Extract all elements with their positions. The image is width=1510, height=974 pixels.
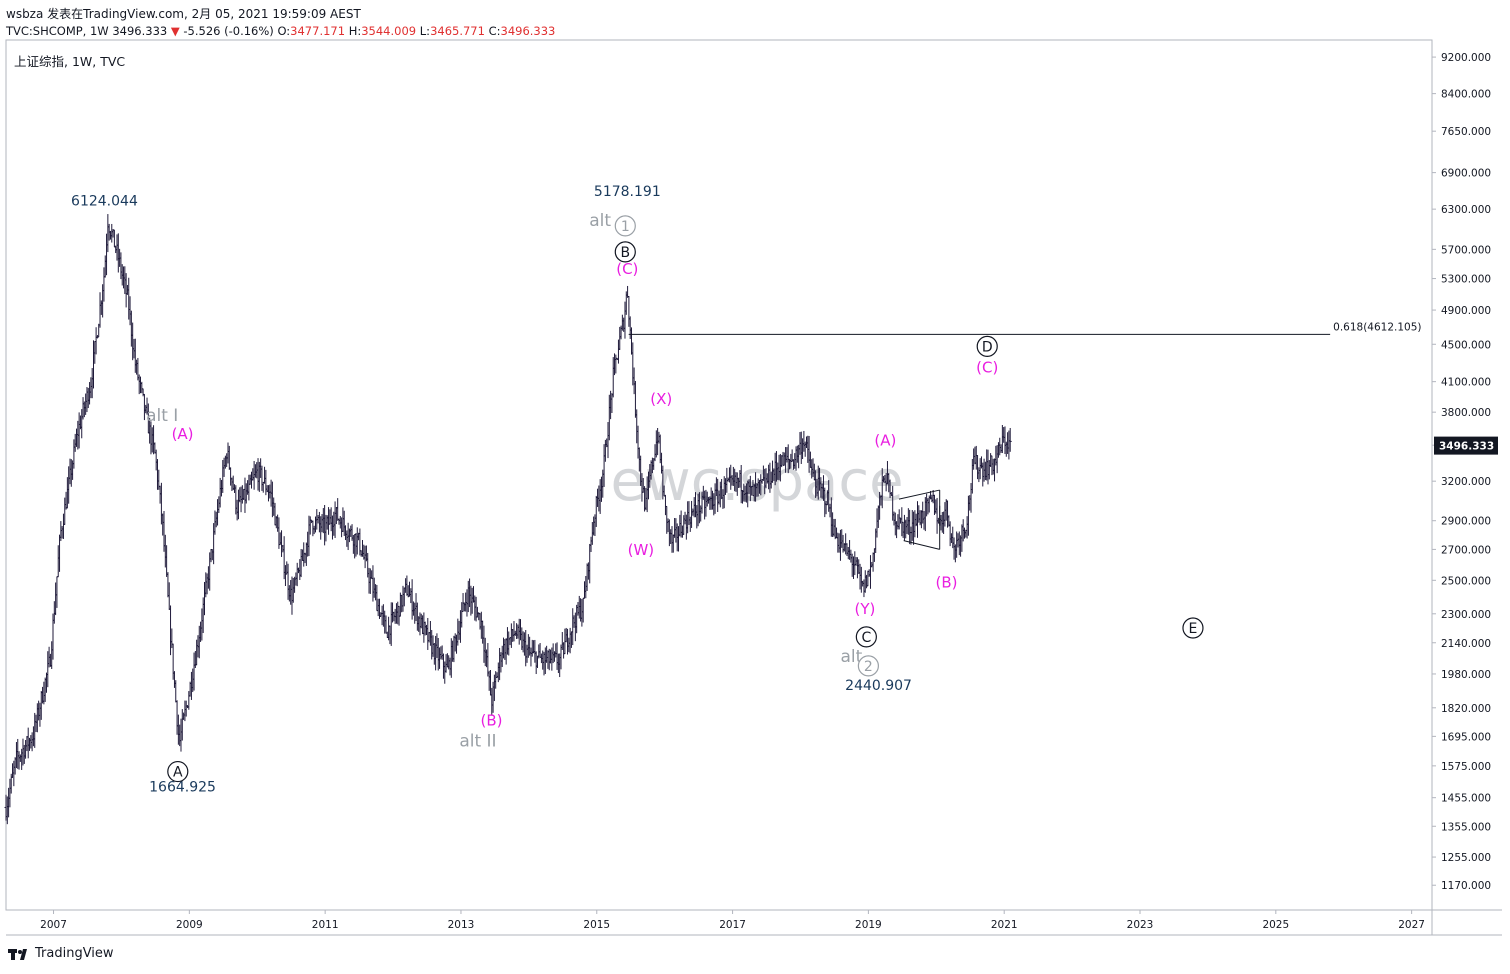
wave-label: (C) — [616, 260, 638, 278]
ohlc-line: TVC:SHCOMP, 1W 3496.333 ▼ -5.526 (-0.16%… — [6, 24, 555, 38]
wave-label: (B) — [481, 711, 503, 729]
y-tick-label: 7650.000 — [1441, 126, 1491, 138]
y-tick-label: 4500.000 — [1441, 339, 1491, 351]
y-tick-label: 2500.000 — [1441, 575, 1491, 587]
y-tick-label: 5700.000 — [1441, 244, 1491, 256]
time-axis[interactable]: 2007 2009 2011 2013 2015 2017 2019 2021 2023 2025… — [40, 910, 1425, 931]
price-bars — [4, 214, 1012, 825]
wave-circle-label: D — [982, 339, 993, 355]
wave-label: (W) — [628, 541, 655, 559]
high-value: 3544.009 — [361, 24, 417, 38]
x-tick-label: 2007 — [40, 919, 67, 931]
down-arrow-icon: ▼ — [170, 24, 180, 38]
wave-circle-1 — [614, 215, 636, 237]
x-tick-label: 2015 — [583, 919, 610, 931]
triangle-lower-line[interactable] — [903, 540, 940, 550]
watermark: ewc.space — [610, 449, 903, 514]
wave-label: (Y) — [855, 600, 876, 618]
wave-label: 6124.044 — [71, 194, 138, 210]
y-tick-label: 8400.000 — [1441, 89, 1491, 101]
close-label: C: — [488, 24, 501, 38]
x-tick-label: 2013 — [448, 919, 475, 931]
last-price-label: 3496.333 — [1439, 441, 1494, 453]
x-tick-label: 2021 — [991, 919, 1018, 931]
wave-circle-A — [167, 760, 189, 783]
wave-circle-label: 1 — [621, 219, 630, 235]
open-label: O: — [277, 24, 291, 38]
wave-label: alt II — [459, 731, 496, 751]
wave-circle-D — [976, 335, 998, 357]
tradingview-footer[interactable]: TradingView — [8, 946, 114, 961]
wave-label: (X) — [650, 390, 672, 408]
fib-618-label: 0.618(4612.105) — [1333, 321, 1421, 333]
y-tick-label: 1170.000 — [1441, 880, 1491, 892]
y-tick-label: 3200.000 — [1441, 476, 1491, 488]
y-tick-label: 2300.000 — [1441, 609, 1491, 621]
y-tick-label: 6900.000 — [1441, 168, 1491, 180]
y-tick-label: 1455.000 — [1441, 793, 1491, 805]
wave-label: 2440.907 — [845, 678, 912, 694]
wave-label: alt — [841, 647, 863, 667]
x-tick-label: 2025 — [1262, 919, 1289, 931]
x-tick-label: 2011 — [312, 919, 339, 931]
publish-info: wsbza 发表在TradingView.com, 2月 05, 2021 19… — [6, 7, 361, 21]
y-tick-label: 2900.000 — [1441, 516, 1491, 528]
y-tick-label: 1575.000 — [1441, 761, 1491, 773]
wave-circle-label: 2 — [864, 659, 873, 675]
high-label: H: — [348, 24, 362, 38]
y-tick-label: 5300.000 — [1441, 274, 1491, 286]
wave-label: 5178.191 — [594, 184, 661, 200]
wave-label: (B) — [935, 574, 957, 592]
wave-circle-C — [855, 626, 877, 648]
price-axis[interactable]: 9200.000 8400.000 7650.000 6900.000 6300.000… — [1432, 52, 1491, 892]
y-tick-label: 6300.000 — [1441, 204, 1491, 216]
wave-circle-label: C — [861, 630, 871, 646]
tradingview-brand: TradingView — [35, 946, 114, 961]
x-tick-label: 2017 — [719, 919, 746, 931]
close-value: 3496.333 — [500, 24, 556, 38]
y-tick-label: 1355.000 — [1441, 821, 1491, 833]
tradingview-logo-icon — [8, 948, 27, 960]
low-label: L: — [419, 24, 431, 38]
y-tick-label: 1695.000 — [1441, 731, 1491, 743]
low-value: 3465.771 — [430, 24, 485, 38]
wave-label: alt I — [146, 406, 178, 426]
triangle-drawing[interactable] — [898, 489, 941, 550]
x-tick-label: 2009 — [176, 919, 203, 931]
y-tick-label: 2140.000 — [1441, 638, 1491, 650]
wave-circle-label: E — [1189, 621, 1198, 637]
x-tick-label: 2023 — [1127, 919, 1154, 931]
x-tick-label: 2019 — [855, 919, 882, 931]
wave-label: (A) — [172, 425, 194, 443]
y-tick-label: 9200.000 — [1441, 52, 1491, 64]
wave-circle-E — [1182, 617, 1204, 639]
y-tick-label: 1980.000 — [1441, 669, 1491, 681]
y-tick-label: 1820.000 — [1441, 703, 1491, 715]
wave-label: 1664.925 — [149, 780, 216, 796]
y-tick-label: 2700.000 — [1441, 544, 1491, 556]
fib-level[interactable]: 0.618(4612.105) — [628, 321, 1422, 335]
x-tick-label: 2027 — [1398, 919, 1425, 931]
y-tick-label: 4100.000 — [1441, 377, 1491, 389]
chart-title: 上证综指, 1W, TVC — [14, 54, 125, 69]
y-tick-label: 3800.000 — [1441, 407, 1491, 419]
wave-circle-label: B — [620, 245, 630, 261]
last-price-tag: 3496.333 — [1434, 436, 1498, 455]
last-price-box — [1434, 436, 1498, 455]
open-value: 3477.171 — [290, 24, 346, 38]
y-tick-label: 1255.000 — [1441, 852, 1491, 864]
y-tick-label: 4900.000 — [1441, 305, 1491, 317]
wave-label: (C) — [976, 358, 998, 376]
price-change: -5.526 (-0.16%) — [183, 24, 274, 38]
wave-label: alt — [589, 211, 611, 231]
wave-circle-label: A — [173, 765, 183, 781]
triangle-upper-line[interactable] — [898, 489, 940, 500]
wave-circle-2 — [857, 655, 879, 677]
wave-circle-B — [614, 241, 636, 263]
symbol-price: TVC:SHCOMP, 1W 3496.333 — [6, 24, 168, 38]
wave-label: (A) — [874, 431, 896, 449]
